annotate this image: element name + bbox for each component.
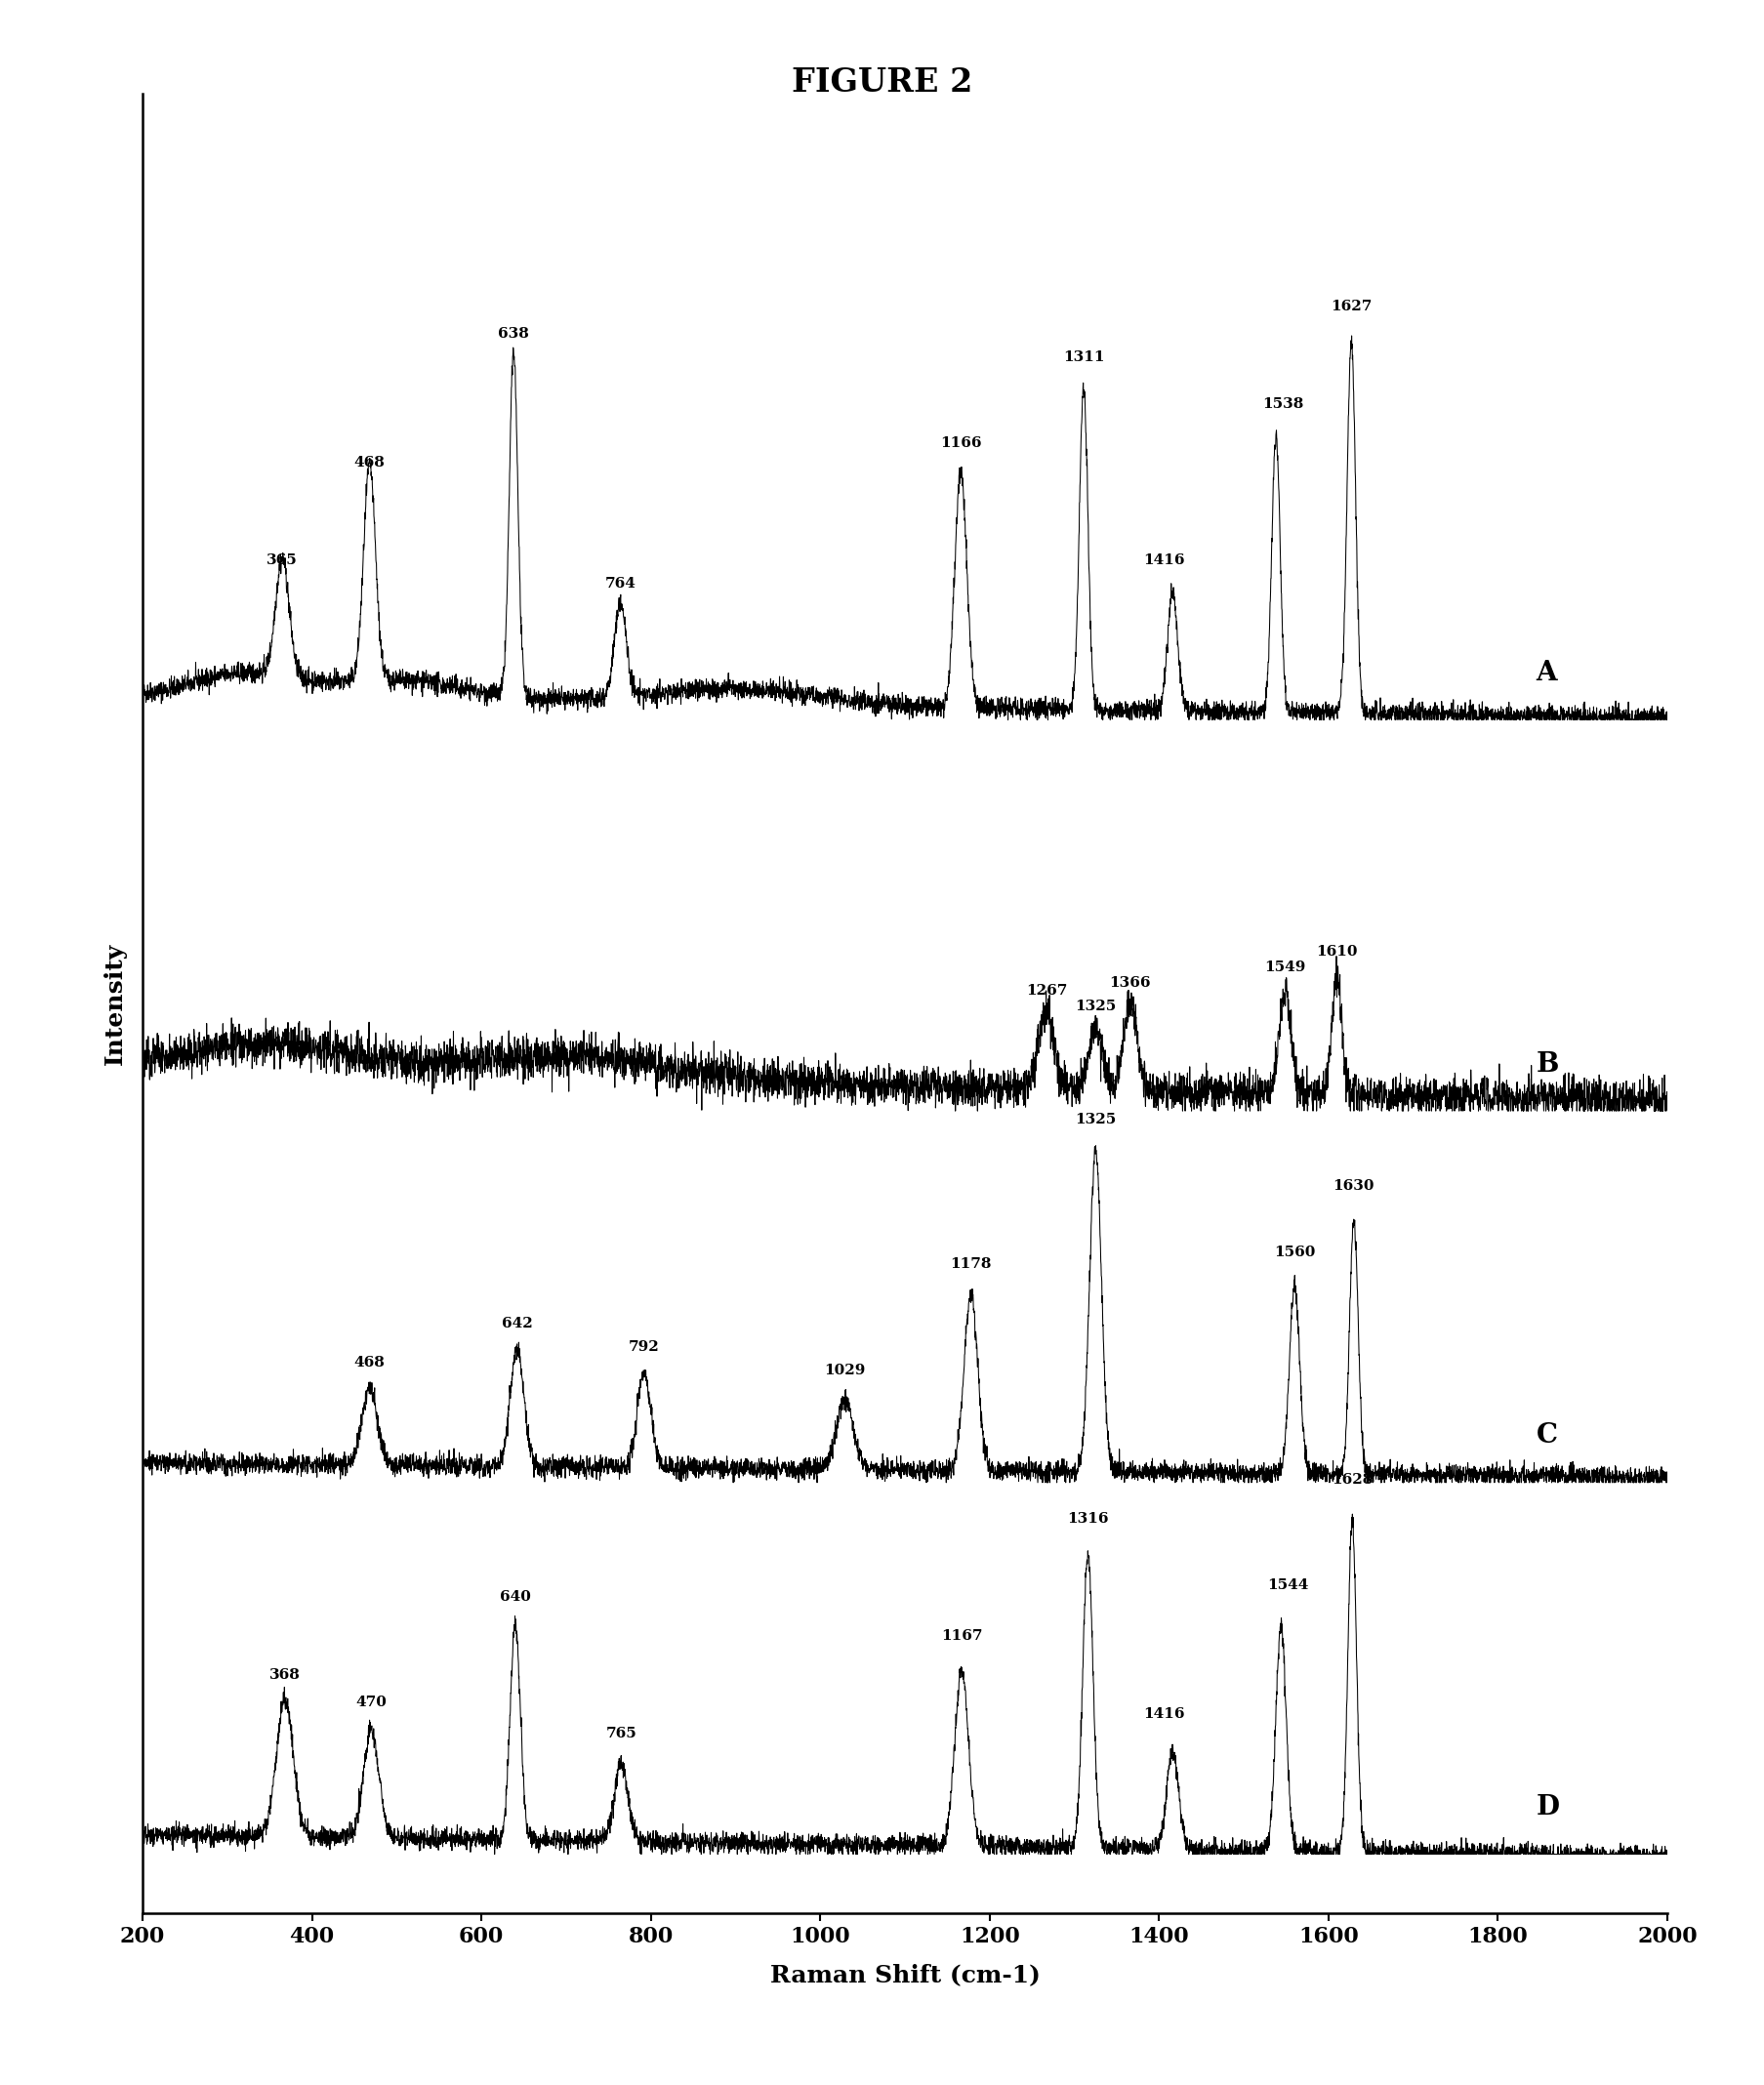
Text: 1416: 1416: [1143, 1708, 1184, 1722]
Text: 468: 468: [355, 457, 385, 469]
Text: C: C: [1535, 1422, 1556, 1449]
Text: 1628: 1628: [1330, 1472, 1372, 1487]
Text: 1267: 1267: [1025, 984, 1067, 997]
Text: 1544: 1544: [1267, 1578, 1307, 1593]
Text: 1538: 1538: [1261, 396, 1302, 411]
X-axis label: Raman Shift (cm-1): Raman Shift (cm-1): [769, 1964, 1039, 1987]
Text: 1316: 1316: [1067, 1512, 1108, 1526]
Text: 1627: 1627: [1330, 300, 1371, 313]
Text: 365: 365: [266, 553, 298, 567]
Text: 1366: 1366: [1110, 976, 1150, 990]
Text: 1178: 1178: [949, 1257, 991, 1272]
Text: 638: 638: [497, 327, 529, 340]
Text: 1325: 1325: [1074, 1113, 1115, 1126]
Text: FIGURE 2: FIGURE 2: [792, 67, 972, 98]
Text: D: D: [1535, 1793, 1559, 1820]
Text: 765: 765: [605, 1726, 637, 1741]
Text: 368: 368: [270, 1668, 300, 1683]
Text: 470: 470: [356, 1695, 386, 1710]
Text: 764: 764: [605, 578, 635, 590]
Text: 1630: 1630: [1332, 1180, 1374, 1193]
Text: 792: 792: [628, 1341, 660, 1353]
Text: A: A: [1535, 659, 1556, 686]
Text: 1549: 1549: [1263, 961, 1305, 974]
Text: 1167: 1167: [940, 1628, 983, 1643]
Text: B: B: [1535, 1051, 1558, 1078]
Text: 642: 642: [501, 1316, 533, 1330]
Text: 1311: 1311: [1062, 350, 1104, 363]
Text: 1416: 1416: [1143, 553, 1184, 567]
Text: 1325: 1325: [1074, 999, 1115, 1013]
Text: 1610: 1610: [1316, 945, 1357, 959]
Y-axis label: Intensity: Intensity: [102, 942, 127, 1065]
Text: 1560: 1560: [1274, 1247, 1314, 1259]
Text: 468: 468: [355, 1355, 385, 1370]
Text: 1029: 1029: [824, 1364, 864, 1376]
Text: 640: 640: [499, 1591, 531, 1603]
Text: 1166: 1166: [940, 436, 981, 450]
